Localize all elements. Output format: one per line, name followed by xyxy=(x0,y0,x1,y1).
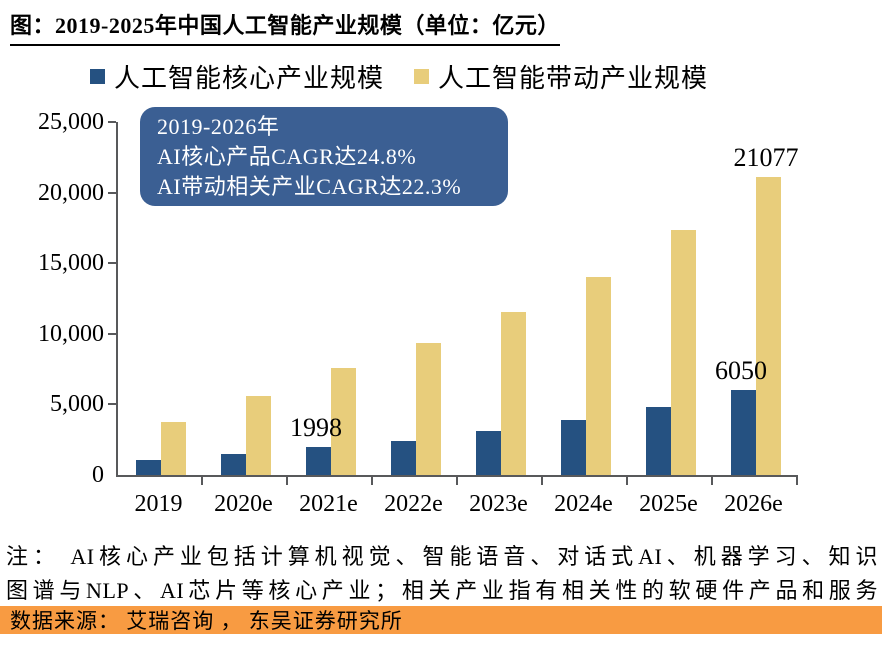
y-tick-label: 5,000 xyxy=(50,391,104,418)
y-tick-label: 0 xyxy=(92,462,104,488)
y-axis-tick xyxy=(108,332,116,335)
x-axis-tick xyxy=(286,477,288,485)
legend-item-core: 人工智能核心产业规模 xyxy=(90,58,384,95)
y-axis-tick xyxy=(108,191,116,194)
annotation-line-3: AI带动相关产业CAGR达22.3% xyxy=(157,174,462,199)
cagr-annotation-box: 2019-2026年 AI核心产品CAGR达24.8% AI带动相关产业CAGR… xyxy=(140,107,508,206)
chart-legend: 人工智能核心产业规模 人工智能带动产业规模 xyxy=(90,58,708,95)
bar-driven-2023e xyxy=(500,311,526,475)
data-source-text: 数据来源： 艾瑞咨询 ， 东吴证券研究所 xyxy=(10,609,403,633)
bar-core-2020e xyxy=(220,453,246,475)
y-tick-label: 25,000 xyxy=(38,109,104,135)
bar-core-2026e xyxy=(730,389,756,475)
x-tick-label: 2026e xyxy=(724,491,783,517)
bar-core-2025e xyxy=(645,406,671,475)
bar-driven-2022e xyxy=(415,343,441,475)
bar-driven-2026e xyxy=(755,177,781,475)
x-axis-tick xyxy=(796,477,798,485)
value-label-1998: 1998 xyxy=(290,412,342,442)
legend-label-core: 人工智能核心产业规模 xyxy=(114,64,385,93)
bar-core-2019 xyxy=(135,459,161,475)
legend-item-driven: 人工智能带动产业规模 xyxy=(414,58,708,95)
figure-title: 图：2019-2025年中国人工智能产业规模（单位：亿元） xyxy=(10,8,560,46)
value-label-21077: 21077 xyxy=(733,143,799,173)
bar-core-2022e xyxy=(390,441,416,475)
bar-core-2023e xyxy=(475,431,501,475)
y-axis-tick xyxy=(108,121,116,123)
x-axis-tick xyxy=(711,477,713,485)
bar-driven-2021e xyxy=(330,367,356,475)
x-axis-tick xyxy=(371,477,373,485)
footnote-text: 注： AI核心产业包括计算机视觉、智能语音、对话式AI、机器学习、知识 图谱与N… xyxy=(6,540,878,608)
bar-driven-2020e xyxy=(245,395,271,475)
x-axis-tick xyxy=(626,477,628,485)
x-axis-labels: 2019 2020e 2021e 2022e 2023e 2024e 2025e 2026e xyxy=(116,491,796,518)
driven-series-swatch-icon xyxy=(414,69,430,84)
x-axis-tick xyxy=(541,477,543,485)
bar-core-2021e xyxy=(305,446,331,475)
x-axis-tick xyxy=(201,477,203,485)
x-tick-label: 2024e xyxy=(554,491,613,517)
footnote-line-1: 注： AI核心产业包括计算机视觉、智能语音、对话式AI、机器学习、知识 xyxy=(6,544,878,569)
y-tick-label: 15,000 xyxy=(38,250,104,277)
y-tick-label: 10,000 xyxy=(38,320,104,347)
y-axis-tick xyxy=(108,262,116,265)
x-tick-label: 2019 xyxy=(134,491,183,517)
x-tick-label: 2021e xyxy=(299,491,358,517)
y-axis-tick xyxy=(108,403,116,406)
bar-core-2024e xyxy=(560,419,586,475)
data-source-band: 数据来源： 艾瑞咨询 ， 东吴证券研究所 xyxy=(0,606,882,634)
bar-driven-2024e xyxy=(585,277,611,475)
annotation-line-1: 2019-2026年 xyxy=(157,114,280,139)
x-tick-label: 2020e xyxy=(214,491,273,517)
x-tick-label: 2025e xyxy=(639,491,698,517)
x-axis-tick xyxy=(456,477,458,485)
y-tick-label: 20,000 xyxy=(38,179,104,206)
bar-driven-2025e xyxy=(670,230,696,475)
x-tick-label: 2023e xyxy=(469,491,528,517)
legend-label-driven: 人工智能带动产业规模 xyxy=(438,64,709,93)
annotation-line-2: AI核心产品CAGR达24.8% xyxy=(157,144,417,169)
chart-plot-area xyxy=(108,121,798,485)
bar-driven-2019 xyxy=(160,422,186,475)
value-label-6050: 6050 xyxy=(715,355,767,385)
x-tick-label: 2022e xyxy=(384,491,443,517)
footnote-line-2: 图谱与NLP、AI芯片等核心产业；相关产业指有相关性的软硬件产品和服务 xyxy=(6,578,878,603)
core-series-swatch-icon xyxy=(90,69,105,84)
